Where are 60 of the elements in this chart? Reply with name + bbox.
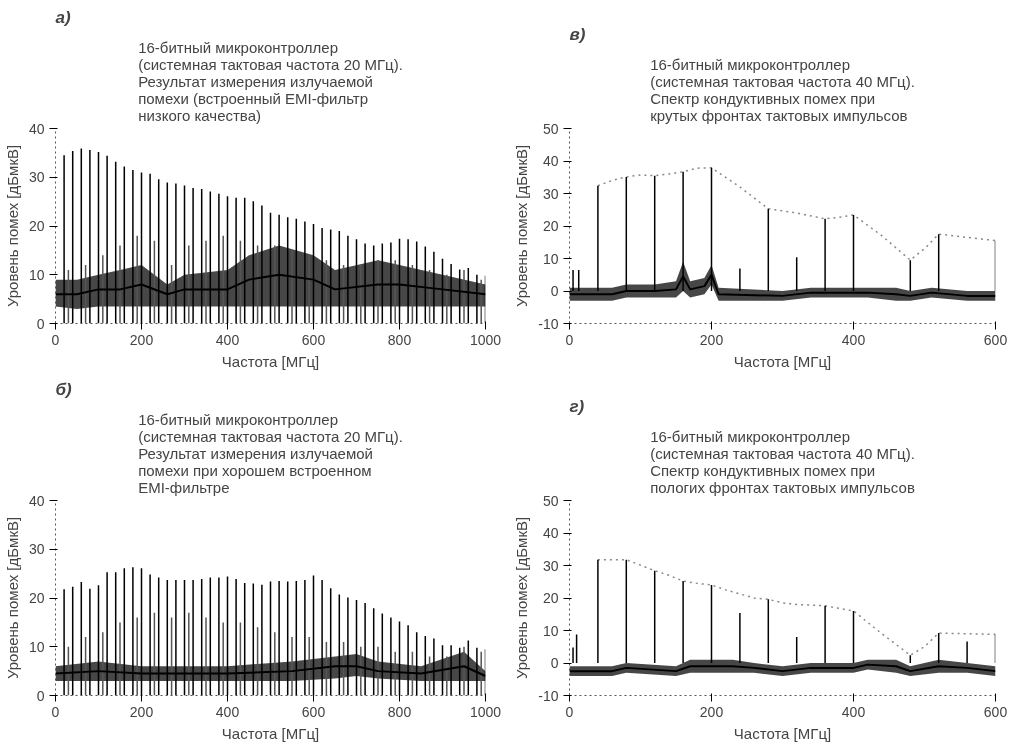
y-tick-label: 40: [542, 153, 559, 169]
y-tick-label: 40: [28, 120, 45, 137]
x-axis-title: Частота [МГц]: [733, 724, 832, 742]
chart-subtitle: 16-битный микроконтроллер (системная тактовая частота 40 МГц). Спектр кондуктивных помех при пологих фронтах тактовых импульсов: [650, 427, 915, 496]
x-tick-label: 0: [51, 331, 60, 348]
y-tick-label: 50: [542, 492, 559, 509]
y-tick-label: 0: [36, 315, 45, 332]
y-tick-label: 30: [28, 541, 45, 558]
x-axis-title: Частота [МГц]: [221, 724, 320, 742]
y-axis-title: Уровень помех [дБмкВ]: [513, 144, 531, 308]
y-tick-label: 0: [550, 655, 559, 671]
y-axis-title: Уровень помех [дБмкВ]: [3, 516, 21, 680]
x-tick-label: 1000: [469, 703, 502, 720]
x-tick-label: 200: [129, 703, 154, 720]
x-tick-label: 800: [387, 331, 412, 348]
y-tick-label: 20: [542, 590, 559, 606]
chart-title: б): [55, 379, 73, 399]
y-tick-label: 30: [542, 557, 559, 574]
x-tick-label: 0: [565, 703, 574, 720]
y-tick-label: 30: [28, 169, 45, 186]
y-tick-label: 0: [550, 283, 559, 299]
chart-title: в): [569, 24, 586, 44]
x-tick-label: 400: [841, 331, 866, 348]
x-axis-title: Частота [МГц]: [733, 352, 832, 370]
y-axis-title: Уровень помех [дБмкВ]: [513, 516, 531, 680]
y-tick-label: 20: [28, 218, 45, 234]
y-axis-title: Уровень помех [дБмкВ]: [3, 144, 21, 308]
x-tick-label: 600: [301, 331, 326, 348]
x-tick-label: 400: [841, 703, 866, 720]
chart-title: а): [55, 7, 71, 27]
y-tick-label: 0: [36, 687, 45, 704]
y-tick-label: 10: [542, 250, 559, 267]
chart-subtitle: 16-битный микроконтроллер (системная тактовая частота 20 МГц). Результат измерения излучаемой помехи (встроенный EMI-фильтр низкого качества): [138, 38, 403, 124]
chart-title: г): [569, 396, 585, 416]
x-tick-label: 400: [215, 331, 240, 348]
y-tick-label: 10: [28, 638, 45, 655]
chart-subtitle: 16-битный микроконтроллер (системная тактовая частота 20 МГц). Результат измерения излучаемой помехи при хорошем встроенном EMI-фильтре: [138, 410, 403, 496]
x-tick-label: 800: [387, 703, 412, 720]
x-tick-label: 200: [699, 331, 724, 348]
y-tick-label: 20: [28, 590, 45, 606]
x-tick-label: 200: [129, 331, 154, 348]
y-tick-label: 40: [542, 525, 559, 541]
x-tick-label: 600: [301, 703, 326, 720]
y-tick-label: 10: [542, 622, 559, 639]
y-tick-label: -10: [538, 687, 559, 704]
y-tick-label: 30: [542, 185, 559, 202]
chart-subtitle: 16-битный микроконтроллер (системная тактовая частота 40 МГц). Спектр кондуктивных помех при крутых фронтах тактовых импульсов: [650, 55, 915, 124]
x-tick-label: 200: [699, 703, 724, 720]
y-tick-label: 20: [542, 218, 559, 234]
y-tick-label: 50: [542, 120, 559, 137]
x-axis-title: Частота [МГц]: [221, 352, 320, 370]
x-tick-label: 0: [565, 331, 574, 348]
x-tick-label: 600: [983, 703, 1008, 720]
y-tick-label: 40: [28, 492, 45, 509]
x-tick-label: 600: [983, 331, 1008, 348]
x-tick-label: 400: [215, 703, 240, 720]
x-tick-label: 0: [51, 703, 60, 720]
y-tick-label: 10: [28, 266, 45, 283]
x-tick-label: 1000: [469, 331, 502, 348]
y-tick-label: -10: [538, 315, 559, 332]
